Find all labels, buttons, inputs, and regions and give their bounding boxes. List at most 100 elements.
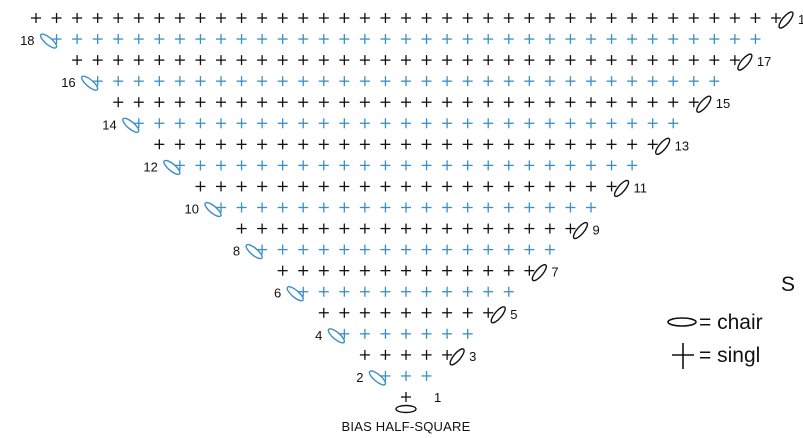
stitch-cross [421,55,432,66]
stitch-cross [339,223,350,234]
diagram-caption: BIAS HALF-SQUARE [342,419,471,434]
stitch-cross [257,13,268,23]
chain-oval [613,179,630,198]
stitch-cross [216,97,226,108]
stitch-cross [298,97,309,108]
stitch-cross [544,55,555,66]
stitch-cross [133,118,144,129]
stitch-cross [668,118,679,129]
stitch-cross [462,286,473,297]
stitch-cross [544,118,555,129]
row-number: 10 [185,202,199,217]
stitch-cross [627,139,638,150]
stitch-cross [318,286,329,297]
stitch-cross [195,13,206,23]
row-number: 16 [61,75,75,90]
stitch-cross [174,76,185,87]
stitch-cross [688,97,699,108]
stitch-cross [174,97,185,108]
stitch-cross [627,160,638,171]
stitch-cross [277,160,288,171]
stitch-cross [339,307,350,318]
stitch-cross [31,13,41,23]
stitch-grid [31,13,781,402]
stitch-cross [421,307,432,318]
stitch-cross [442,76,453,87]
stitch-cross [359,76,370,87]
stitch-cross [524,265,535,276]
chain-oval [696,95,712,113]
stitch-cross [216,202,226,213]
stitch-cross [236,202,247,213]
stitch-cross [257,160,268,171]
stitch-cross [647,118,658,129]
stitch-cross [195,118,206,129]
stitch-cross [380,34,391,45]
stitch-cross [154,55,165,66]
stitch-cross [709,13,720,23]
stitch-cross [524,55,535,66]
key-chain-label: = chair [699,311,763,334]
stitch-cross [544,13,555,23]
stitch-cross [462,181,473,192]
chain-oval [395,404,417,414]
stitch-cross [503,76,514,87]
chain-oval [778,11,794,29]
stitch-cross [503,55,514,66]
stitch-cross [380,307,391,318]
row-number: 7 [551,265,558,280]
stitch-cross [236,97,247,108]
stitch-cross [442,286,453,297]
stitch-cross [72,13,83,23]
stitch-cross [359,97,370,108]
stitch-cross [483,265,494,276]
stitch-cross [277,244,288,255]
stitch-cross [421,118,432,129]
stitch-cross [318,34,329,45]
stitch-cross [586,139,596,150]
stitch-cross [113,55,124,66]
chain-oval [39,33,58,49]
stitch-cross [544,223,555,234]
stitch-cross [606,160,617,171]
stitch-cross [503,181,514,192]
stitch-cross [339,55,350,66]
stitch-cross [401,76,411,87]
stitch-cross [339,202,350,213]
stitch-cross [380,223,391,234]
stitch-cross [339,265,350,276]
stitch-cross [565,118,576,129]
stitch-cross [216,76,226,87]
stitch-cross [483,202,494,213]
stitch-cross [380,139,391,150]
stitch-cross [668,34,679,45]
stitch-cross [298,76,309,87]
stitch-cross [92,76,103,87]
stitch-cross [318,97,329,108]
stitch-cross [565,202,576,213]
stitch-cross [524,118,535,129]
stitch-cross [462,34,473,45]
stitch-cross [318,244,329,255]
stitch-cross [647,97,658,108]
stitch-cross [277,223,288,234]
stitch-cross [380,370,391,381]
stitch-cross [586,76,596,87]
stitch-cross [380,13,391,23]
stitch-cross [339,286,350,297]
stitch-cross [503,286,514,297]
stitch-cross [483,118,494,129]
stitch-cross [524,223,535,234]
stitch-cross [277,265,288,276]
chain-oval [245,243,263,260]
stitch-cross [318,76,329,87]
stitch-cross [709,55,720,66]
chain-oval [449,348,465,366]
stitch-cross [483,76,494,87]
stitch-cross [544,244,555,255]
stitch-cross [236,13,247,23]
stitch-cross [236,181,247,192]
stitch-cross [565,76,576,87]
stitch-cross [483,223,494,234]
stitch-cross [709,76,720,87]
